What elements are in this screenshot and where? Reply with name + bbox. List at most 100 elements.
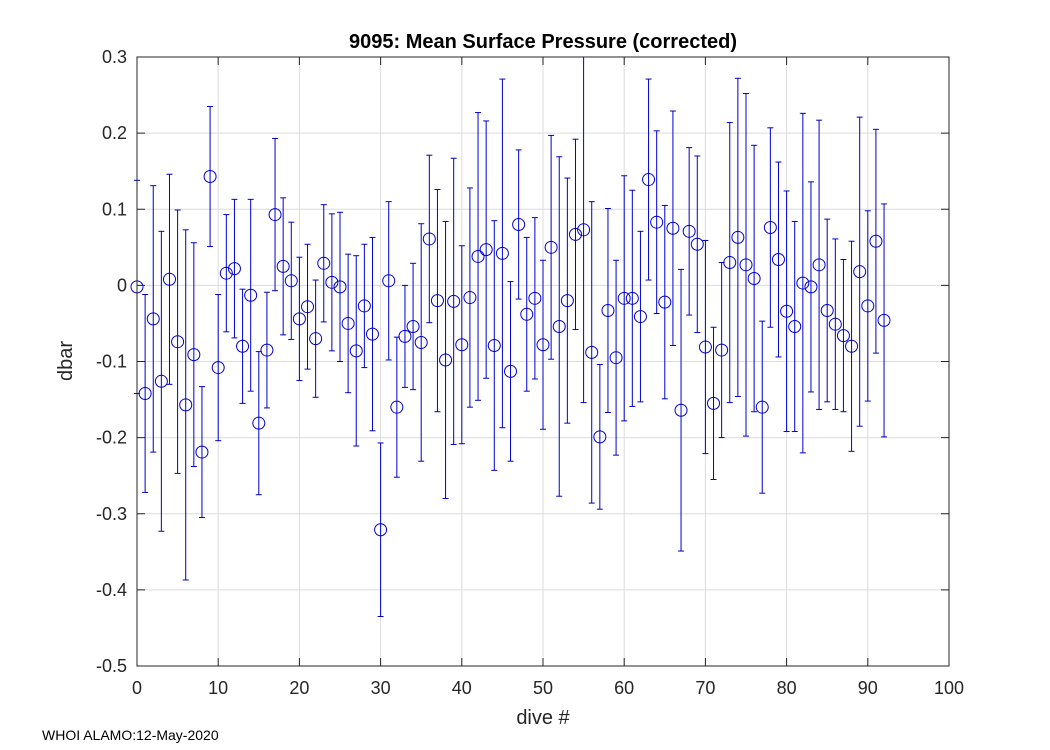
data-point	[836, 329, 850, 343]
error-bar	[215, 294, 222, 442]
x-tick-label: 80	[777, 678, 797, 698]
data-point	[187, 348, 201, 362]
error-bar	[564, 177, 571, 424]
data-point	[146, 312, 160, 326]
error-bar	[150, 185, 157, 453]
error-bar	[320, 204, 327, 323]
data-point	[853, 265, 867, 279]
error-bar	[856, 116, 863, 427]
error-bar	[824, 218, 831, 403]
error-bar	[759, 320, 766, 494]
data-point	[723, 256, 737, 270]
x-tick-label: 10	[208, 678, 228, 698]
data-point	[374, 523, 388, 537]
data-point	[162, 272, 176, 286]
data-point	[422, 232, 436, 246]
y-axis-label: dbar	[55, 341, 77, 381]
data-point	[406, 319, 420, 333]
error-bar	[499, 78, 506, 429]
error-bar	[507, 281, 514, 462]
error-bar	[466, 187, 473, 408]
data-point	[528, 291, 542, 305]
x-tick-label: 30	[371, 678, 391, 698]
data-point	[788, 319, 802, 333]
error-bar	[556, 156, 563, 497]
data-point	[495, 246, 509, 260]
data-point	[203, 170, 217, 184]
error-bar	[743, 93, 749, 437]
data-point	[341, 316, 355, 330]
data-point	[325, 275, 339, 289]
error-bar	[621, 175, 628, 422]
error-bar	[864, 210, 871, 402]
error-bar	[678, 268, 685, 552]
data-point	[244, 288, 258, 302]
error-bar	[207, 105, 214, 248]
error-bar	[304, 243, 311, 370]
error-bar	[523, 236, 530, 392]
error-bar	[694, 155, 701, 334]
error-bar	[613, 259, 620, 456]
y-tick-label: 0.1	[102, 199, 127, 219]
data-point	[309, 332, 323, 346]
error-bar	[263, 291, 270, 409]
data-point	[447, 294, 461, 308]
data-point	[747, 272, 761, 286]
data-point	[504, 364, 518, 378]
x-tick-label: 70	[695, 678, 715, 698]
error-bar	[458, 245, 465, 445]
error-bar	[669, 110, 676, 347]
data-point	[601, 303, 615, 317]
error-bar	[604, 207, 611, 414]
data-point	[707, 396, 721, 410]
data-point	[284, 274, 298, 288]
error-bar	[174, 209, 181, 474]
error-bar	[726, 121, 733, 404]
error-bar	[377, 442, 384, 618]
data-point	[430, 294, 444, 308]
error-bar	[848, 240, 855, 452]
y-tick-label: -0.5	[96, 656, 127, 676]
data-point	[780, 304, 794, 318]
error-bar	[637, 230, 644, 403]
footer-credit: WHOI ALAMO:12-May-2020	[42, 727, 219, 743]
error-bar	[426, 154, 433, 324]
data-point	[698, 340, 712, 354]
error-bar	[767, 127, 774, 328]
data-point	[357, 299, 371, 313]
y-tick-label: 0	[117, 275, 127, 295]
axis-ticks	[136, 56, 950, 667]
data-point	[268, 208, 282, 222]
data-point	[609, 351, 623, 365]
data-point	[276, 259, 290, 273]
error-bar	[190, 242, 197, 468]
data-point	[317, 256, 331, 270]
error-bar	[450, 157, 457, 445]
data-point	[219, 266, 233, 280]
data-point	[560, 294, 574, 308]
error-bar	[239, 288, 246, 404]
data-point	[171, 335, 185, 349]
data-point	[292, 312, 306, 326]
error-bar	[832, 238, 839, 410]
data-point	[755, 400, 769, 414]
error-bar	[288, 221, 295, 340]
error-bar	[588, 201, 595, 504]
error-bar	[734, 77, 741, 398]
data-point	[455, 338, 469, 352]
error-bar	[483, 120, 490, 379]
data-point	[633, 310, 647, 324]
data-point	[487, 339, 501, 353]
y-tick-label: -0.2	[96, 428, 127, 448]
data-point	[333, 280, 347, 294]
data-point	[812, 258, 826, 272]
y-tick-label: -0.4	[96, 580, 127, 600]
data-point	[877, 313, 891, 327]
data-point	[820, 303, 834, 317]
error-bar	[328, 213, 335, 352]
data-point	[439, 353, 453, 367]
data-point	[682, 224, 696, 238]
data-point	[227, 262, 241, 276]
error-bar	[686, 147, 693, 316]
